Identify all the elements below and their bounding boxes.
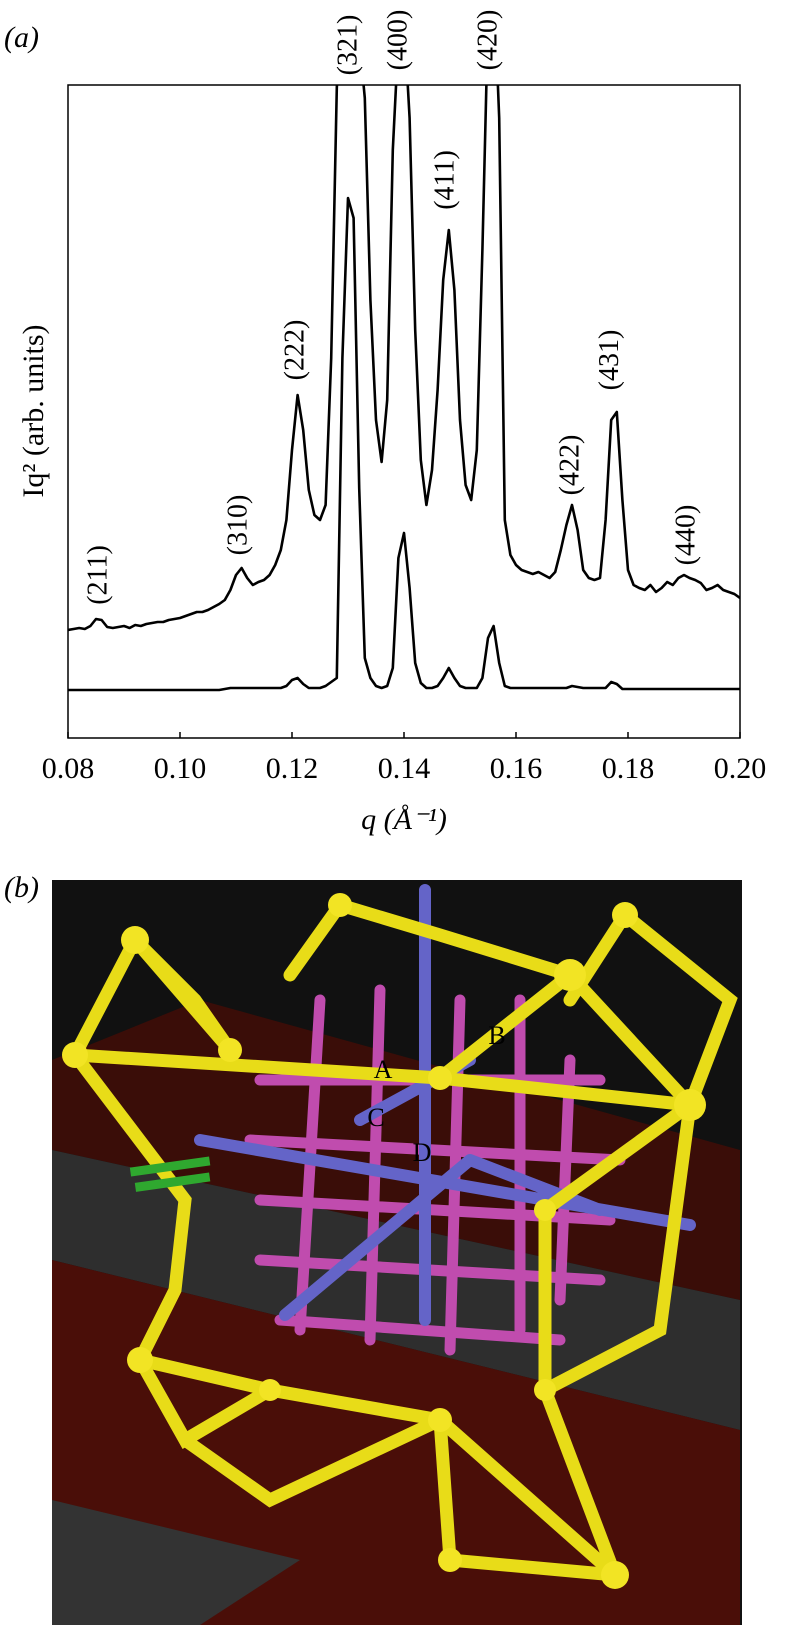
floor: [52, 1500, 300, 1625]
structure-render: A B C D: [52, 880, 742, 1625]
data-line: [68, 85, 740, 632]
green-molecule: [129, 1156, 211, 1192]
peak-label: (411): [430, 150, 461, 210]
plot-area: [68, 85, 740, 692]
blue-lattice: [194, 884, 696, 1326]
y-axis-label: Iq² (arb. units): [17, 324, 50, 497]
floor: [52, 1150, 740, 1430]
x-tick-label: 0.14: [378, 752, 431, 785]
x-tick-label: 0.08: [42, 752, 95, 785]
panel-label: (a): [4, 21, 39, 54]
x-tick-label: 0.12: [266, 752, 319, 785]
peak-label: (431): [594, 330, 625, 391]
x-tick-label: 0.20: [714, 752, 767, 785]
x-tick-label: 0.10: [154, 752, 207, 785]
data-line: [68, 196, 740, 692]
x-tick-label: 0.16: [490, 752, 543, 785]
peak-label: (420): [473, 10, 504, 71]
site-label: C: [367, 1103, 384, 1132]
peak-label: (422): [554, 435, 585, 496]
x-axis-label: q (Å⁻¹): [361, 803, 447, 836]
yellow-nodes: [62, 893, 706, 1589]
peak-label: (211): [82, 545, 113, 605]
peak-label: (321): [333, 15, 364, 76]
peak-label: (222): [279, 320, 310, 381]
site-label: A: [374, 1055, 393, 1084]
plot-frame: [67, 84, 741, 739]
x-tick-label: 0.18: [602, 752, 655, 785]
site-label: D: [413, 1138, 432, 1167]
peak-label: (440): [670, 505, 701, 566]
panel-label: (b): [4, 871, 39, 904]
peak-label: (310): [222, 495, 253, 556]
site-label: B: [488, 1021, 505, 1050]
peak-label: (400): [383, 10, 414, 71]
